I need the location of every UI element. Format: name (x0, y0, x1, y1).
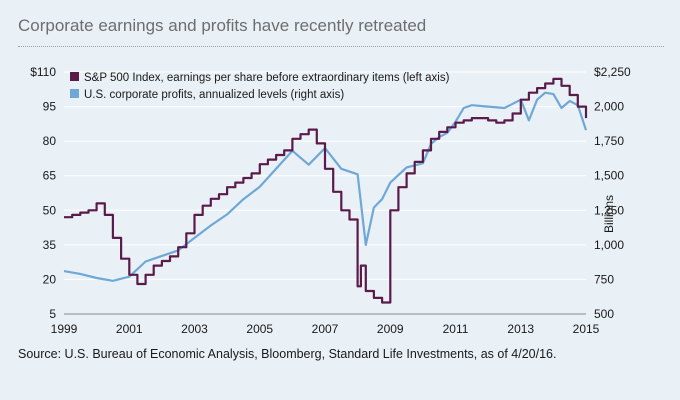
right-axis-label: Billions (602, 195, 616, 233)
source-note: Source: U.S. Bureau of Economic Analysis… (18, 347, 557, 361)
line-chart: 1999 2001 2003 2005 2007 2009 2011 2013 2015 $11… (30, 65, 631, 336)
right-tick-label: 1,000 (594, 238, 624, 252)
grid-lines (64, 71, 586, 315)
left-tick-label: 50 (43, 203, 57, 217)
x-tick-label: 2009 (377, 322, 404, 336)
x-tick-label: 2011 (443, 322, 469, 336)
series-lines (63, 77, 588, 304)
eps-series-line (64, 77, 588, 304)
x-tick-label: 2005 (246, 322, 273, 336)
legend: S&P 500 Index, earnings per share before… (70, 72, 450, 101)
profits-series-line (63, 91, 588, 282)
right-tick-label: 1,750 (594, 134, 624, 148)
left-axis-ticks: $110 95 80 65 50 35 20 5 (30, 65, 56, 321)
left-tick-label: 20 (43, 272, 57, 286)
x-tick-label: 2007 (312, 322, 339, 336)
right-tick-label: 500 (594, 307, 614, 321)
chart-title: Corporate earnings and profits have rece… (18, 16, 427, 35)
legend-swatch (70, 72, 79, 81)
left-tick-label: $110 (30, 65, 56, 79)
right-tick-label: 2,000 (594, 100, 624, 114)
x-tick-label: 1999 (51, 322, 78, 336)
legend-swatch (70, 89, 79, 98)
left-tick-label: 65 (43, 169, 57, 183)
x-tick-label: 2013 (507, 322, 534, 336)
left-tick-label: 80 (43, 134, 57, 148)
right-axis-ticks: $2,250 2,000 1,750 1,500 1,250 1,000 750 500 (594, 65, 631, 321)
left-tick-label: 5 (49, 307, 56, 321)
x-tick-label: 2003 (181, 322, 208, 336)
x-tick-label: 2015 (573, 322, 600, 336)
right-tick-label: 1,500 (594, 169, 624, 183)
right-tick-label: 750 (594, 272, 614, 286)
legend-label: S&P 500 Index, earnings per share before… (84, 72, 450, 84)
right-tick-label: 1,250 (594, 203, 624, 217)
right-tick-label: $2,250 (594, 65, 631, 79)
legend-label: U.S. corporate profits, annualized level… (84, 89, 344, 101)
x-tick-label: 2001 (116, 322, 143, 336)
left-tick-label: 95 (43, 100, 57, 114)
title-divider (18, 46, 664, 47)
left-tick-label: 35 (43, 238, 57, 252)
x-axis-ticks: 1999 2001 2003 2005 2007 2009 2011 2013 2015 (51, 322, 600, 336)
